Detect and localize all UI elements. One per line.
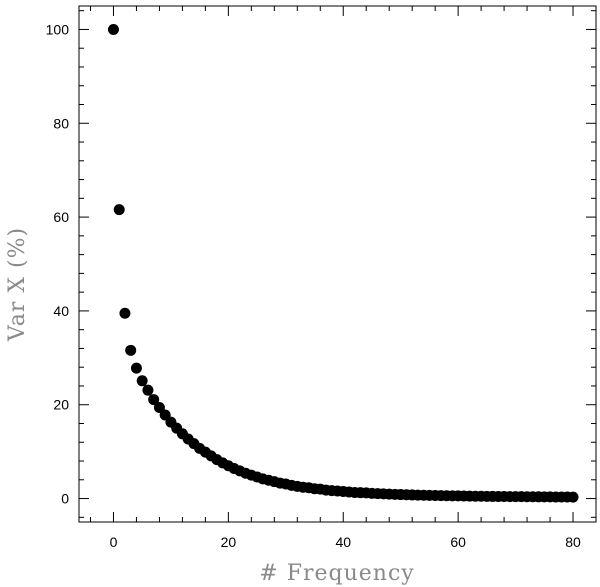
data-point: [136, 375, 148, 387]
data-point: [130, 362, 142, 374]
data-point: [153, 402, 165, 414]
y-axis-label: Var X (%): [5, 227, 30, 342]
y-tick-label: 80: [53, 115, 69, 131]
x-tick-label: 0: [110, 534, 118, 550]
y-tick-label: 60: [53, 209, 69, 225]
data-point: [125, 344, 137, 356]
data-point: [148, 394, 160, 406]
data-point: [113, 204, 125, 216]
data-point: [107, 23, 119, 35]
plot-frame: [78, 5, 597, 523]
y-tick-label: 20: [53, 397, 69, 413]
data-point: [142, 384, 154, 396]
x-tick-label: 60: [450, 534, 466, 550]
x-tick-label: 40: [335, 534, 351, 550]
y-tick-label: 100: [46, 21, 70, 37]
tick-labels: 0 20 40 60 80 0 20 40 60 80 100: [46, 21, 581, 550]
x-tick-label: 20: [221, 534, 237, 550]
data-point: [567, 491, 579, 503]
y-tick-label: 40: [53, 303, 69, 319]
data-point: [119, 307, 131, 319]
y-tick-label: 0: [61, 491, 69, 507]
x-axis-label: # Frequency: [259, 561, 414, 586]
x-tick-label: 80: [565, 534, 581, 550]
data-points: [107, 23, 579, 503]
axis-ticks: [79, 6, 597, 522]
